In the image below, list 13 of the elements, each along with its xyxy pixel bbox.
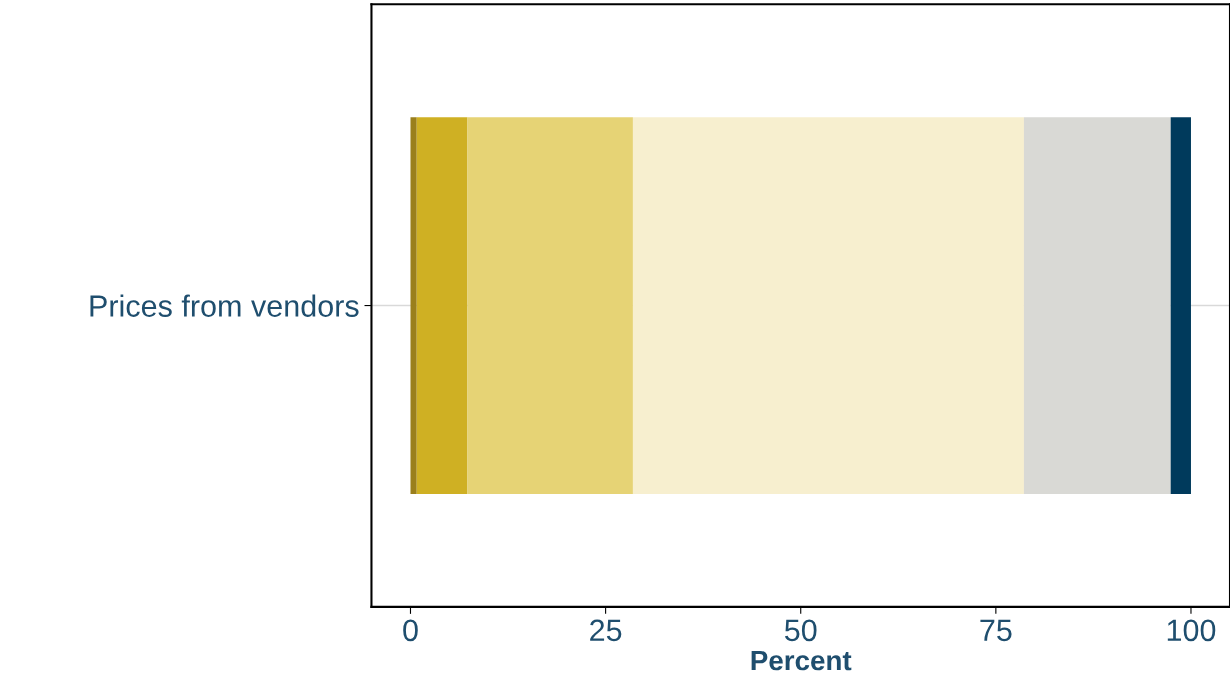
x-tick-label: 75 — [980, 619, 1012, 642]
bar — [1170, 117, 1191, 494]
x-tick-label: 100 — [1167, 619, 1216, 642]
x-tick-label: 50 — [784, 619, 817, 642]
y-tick-label: Prices from vendors — [90, 294, 359, 317]
x-tick-label: 25 — [590, 619, 622, 642]
bar — [467, 117, 633, 494]
x-tick-label: 0 — [403, 619, 418, 642]
bar — [1023, 117, 1171, 494]
bar — [632, 117, 1024, 494]
x-axis-title: Percent — [751, 650, 852, 671]
bar — [410, 117, 417, 494]
bar — [416, 117, 468, 494]
